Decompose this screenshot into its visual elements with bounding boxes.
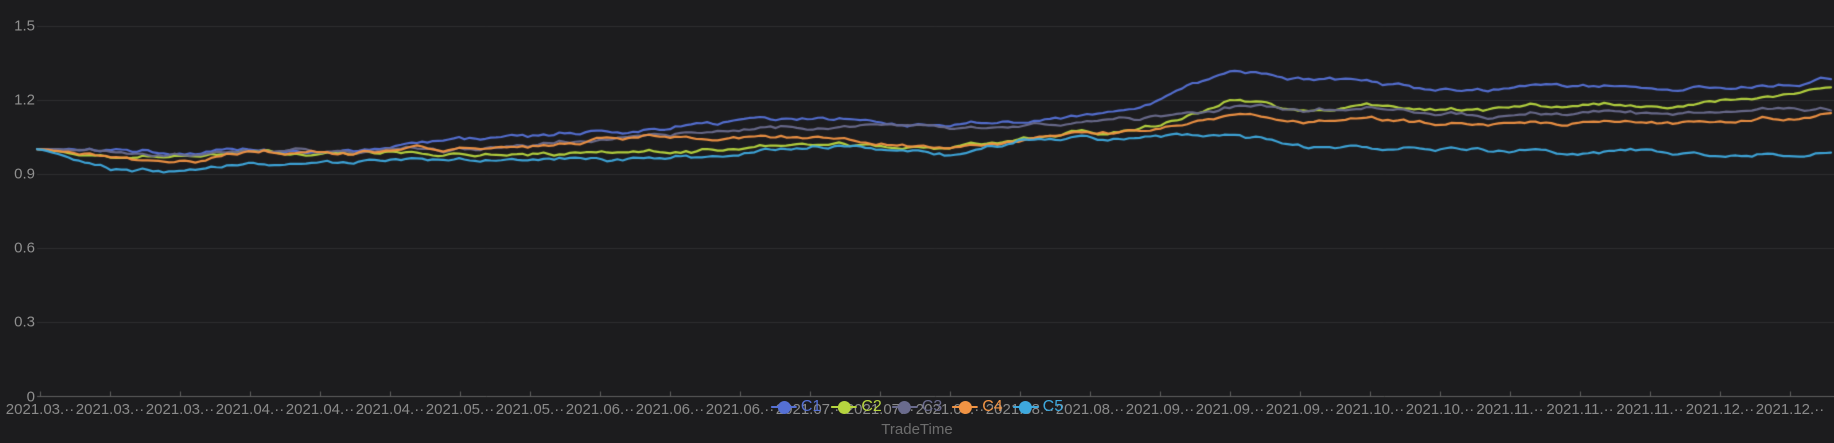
legend-item-C2[interactable]: C2 [831,398,882,415]
legend-item-label: C4 [982,398,1003,415]
y-axis-tick-label: 0.9 [14,165,35,183]
legend-item-label: C3 [921,398,943,415]
x-axis-tick-label: 2021.09.·· [1195,401,1265,418]
legend-item-label: C5 [1042,398,1064,415]
x-axis-tick-label: 2021.07.·· [845,401,915,418]
y-axis-tick-label: 1.2 [14,91,35,109]
x-axis-tick-label: 2021.11.·· [1616,401,1684,418]
legend-line-marker-icon [1012,400,1039,414]
y-axis-tick-label: 0.3 [14,313,35,331]
x-axis-tick-label: 2021.06.·· [635,401,705,418]
x-axis-tick-label: 2021.03.·· [5,401,75,418]
x-axis-tick-label: 2021.12.·· [1755,401,1825,418]
x-axis-tick-label: 2021.11.·· [1476,401,1544,418]
x-axis-tick-label: 2021.10.·· [1405,401,1475,418]
legend-item-label: C1 [800,398,822,415]
legend-line-marker-icon [770,400,797,414]
x-axis-tick-label: 2021.04.·· [285,401,355,418]
y-axis-tick-label: 0 [26,388,35,405]
x-axis-tick-label: 2021.05.·· [495,401,565,418]
x-axis-tick-label: 2021.10.·· [1335,401,1405,418]
x-axis-title: TradeTime [881,421,953,438]
x-axis-tick-label: 2021.09.·· [1125,401,1195,418]
x-axis-tick-label: 2021.05.·· [425,401,495,418]
legend-line-marker-icon [831,400,858,414]
legend-line-marker-icon [891,400,918,414]
legend-item-C4[interactable]: C4 [952,398,1003,415]
x-axis-tick-label: 2021.07.·· [775,401,845,418]
x-axis-tick-label: 2021.06.·· [565,401,635,418]
legend-item-C3[interactable]: C3 [891,398,943,415]
x-axis-tick-label: 2021.12.·· [1685,401,1755,418]
x-axis-tick-label: 2021.04.·· [215,401,285,418]
x-axis-tick-label: 2021.03.·· [75,401,145,418]
x-axis-tick-label: 2021.11.·· [1546,401,1614,418]
x-axis-tick-label: 2021.06.·· [705,401,775,418]
x-axis-tick-label: 2021.04.·· [355,401,425,418]
legend-item-C5[interactable]: C5 [1012,398,1064,415]
y-axis-tick-label: 1.5 [14,17,35,34]
legend: C1 C2 C3 C4 C5 [770,398,1064,415]
legend-item-label: C2 [861,398,882,415]
x-axis-tick-label: 2021.03.·· [145,401,215,418]
y-axis-tick-label: 0.6 [14,239,35,257]
legend-line-marker-icon [952,400,979,414]
x-axis-tick-label: 2021.08.·· [1055,401,1125,418]
legend-item-C1[interactable]: C1 [770,398,822,415]
x-axis-tick-label: 2021.09.·· [1265,401,1335,418]
